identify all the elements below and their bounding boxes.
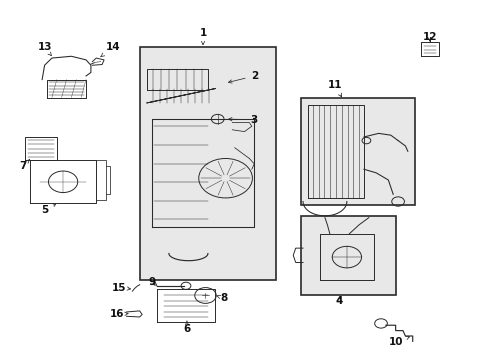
Text: 10: 10 xyxy=(387,337,408,347)
Text: 11: 11 xyxy=(327,80,341,97)
Text: 6: 6 xyxy=(183,321,190,334)
Text: 9: 9 xyxy=(148,277,155,287)
Text: 12: 12 xyxy=(422,32,436,41)
Text: 5: 5 xyxy=(41,203,56,216)
Text: 16: 16 xyxy=(109,310,128,319)
Text: 15: 15 xyxy=(111,283,130,293)
Text: 4: 4 xyxy=(335,296,343,306)
Text: 8: 8 xyxy=(217,293,227,303)
Text: 13: 13 xyxy=(37,42,52,56)
Text: 3: 3 xyxy=(228,115,257,125)
Bar xyxy=(300,216,395,295)
Text: 2: 2 xyxy=(228,71,257,83)
Text: 14: 14 xyxy=(101,42,120,57)
Bar xyxy=(140,47,276,280)
Text: 1: 1 xyxy=(199,28,206,45)
Bar xyxy=(300,98,414,205)
Text: 7: 7 xyxy=(20,159,30,171)
